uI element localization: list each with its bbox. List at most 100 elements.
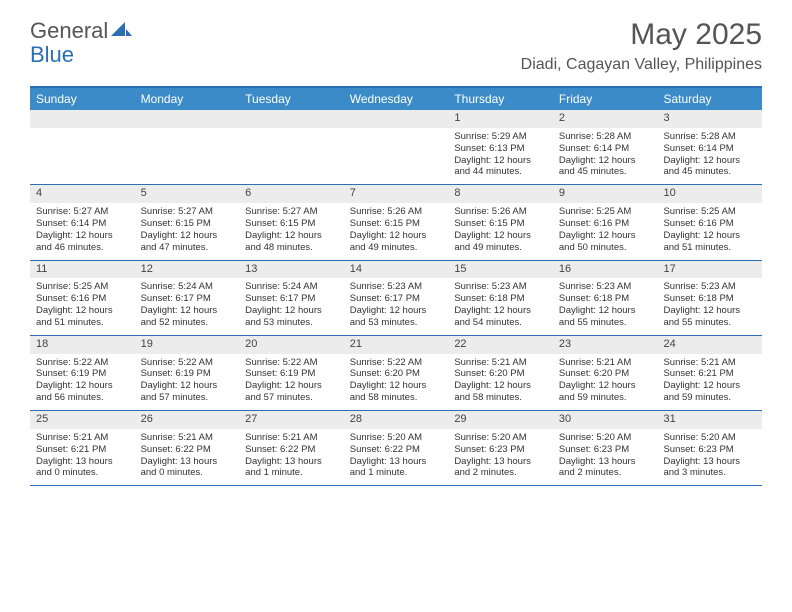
sun-info: Sunrise: 5:20 AMSunset: 6:23 PMDaylight:… xyxy=(553,429,658,486)
calendar-cell: 13Sunrise: 5:24 AMSunset: 6:17 PMDayligh… xyxy=(239,261,344,335)
sun-info-line: Sunset: 6:14 PM xyxy=(36,218,129,230)
sun-info: Sunrise: 5:20 AMSunset: 6:23 PMDaylight:… xyxy=(657,429,762,486)
calendar-cell: 15 Sunrise: 5:23 AMSunset: 6:18 PMDayligh… xyxy=(448,261,553,335)
sun-info-line: and 56 minutes. xyxy=(36,392,129,404)
sun-info: Sunrise: 5:23 AMSunset: 6:18 PMDaylight:… xyxy=(553,278,658,335)
sun-info-line: and 1 minute. xyxy=(350,467,443,479)
sun-info-line: Sunrise: 5:21 AM xyxy=(245,432,338,444)
day-number: 27 xyxy=(239,411,344,429)
sun-info-line: Sunrise: 5:23 AM xyxy=(350,281,443,293)
sun-info: Sunrise: 5:21 AMSunset: 6:21 PMDaylight:… xyxy=(657,354,762,411)
day-header-row: Sunday Monday Tuesday Wednesday Thursday… xyxy=(30,88,762,110)
day-number: 12 xyxy=(135,261,240,279)
sun-info-line: Daylight: 13 hours xyxy=(245,456,338,468)
calendar-cell: 9Sunrise: 5:25 AMSunset: 6:16 PMDaylight… xyxy=(553,185,658,259)
day-number: 9 xyxy=(553,185,658,203)
sun-info-line: Daylight: 12 hours xyxy=(350,230,443,242)
sun-info-line: and 1 minute. xyxy=(245,467,338,479)
day-number: 15 xyxy=(448,261,553,279)
week-row: 18Sunrise: 5:22 AMSunset: 6:19 PMDayligh… xyxy=(30,336,762,411)
sun-info-line: Sunset: 6:21 PM xyxy=(36,444,129,456)
sun-info-line: Sunrise: 5:21 AM xyxy=(559,357,652,369)
sun-info-line: and 58 minutes. xyxy=(454,392,547,404)
sun-info-line: Sunrise: 5:20 AM xyxy=(350,432,443,444)
day-number: 1 xyxy=(448,110,553,128)
sun-info-line: Sunrise: 5:21 AM xyxy=(663,357,756,369)
day-number: 3 xyxy=(657,110,762,128)
sun-info-line: Daylight: 12 hours xyxy=(663,380,756,392)
logo-text-general: General xyxy=(30,18,108,44)
sun-info-line: Sunset: 6:14 PM xyxy=(663,143,756,155)
day-header-wednesday: Wednesday xyxy=(344,88,449,110)
sun-info: Sunrise: 5:21 AMSunset: 6:22 PMDaylight:… xyxy=(135,429,240,486)
sun-info-line: Sunrise: 5:25 AM xyxy=(36,281,129,293)
sun-info-line: Daylight: 12 hours xyxy=(454,155,547,167)
week-row: 25Sunrise: 5:21 AMSunset: 6:21 PMDayligh… xyxy=(30,411,762,486)
calendar-cell xyxy=(239,110,344,184)
calendar-cell: 22Sunrise: 5:21 AMSunset: 6:20 PMDayligh… xyxy=(448,336,553,410)
sun-info: Sunrise: 5:24 AMSunset: 6:17 PMDaylight:… xyxy=(135,278,240,335)
sun-info-line: Sunrise: 5:22 AM xyxy=(245,357,338,369)
sun-info-line: and 47 minutes. xyxy=(141,242,234,254)
day-header-monday: Monday xyxy=(135,88,240,110)
sun-info: Sunrise: 5:25 AMSunset: 6:16 PMDaylight:… xyxy=(553,203,658,260)
sun-info: Sunrise: 5:27 AMSunset: 6:15 PMDaylight:… xyxy=(135,203,240,260)
sun-info-line: Sunset: 6:22 PM xyxy=(141,444,234,456)
sun-info-line: Daylight: 12 hours xyxy=(245,380,338,392)
sun-info-line: Sunrise: 5:23 AM xyxy=(559,281,652,293)
sun-info-line: Sunset: 6:16 PM xyxy=(663,218,756,230)
sun-info-line: Sunset: 6:22 PM xyxy=(245,444,338,456)
sun-info-line: Daylight: 12 hours xyxy=(454,230,547,242)
calendar-cell: 23Sunrise: 5:21 AMSunset: 6:20 PMDayligh… xyxy=(553,336,658,410)
sun-info-line: Daylight: 12 hours xyxy=(141,230,234,242)
sun-info: Sunrise: 5:26 AMSunset: 6:15 PMDaylight:… xyxy=(448,203,553,260)
sun-info: Sunrise: 5:23 AMSunset: 6:17 PMDaylight:… xyxy=(344,278,449,335)
day-number: 21 xyxy=(344,336,449,354)
calendar-cell: 16Sunrise: 5:23 AMSunset: 6:18 PMDayligh… xyxy=(553,261,658,335)
sun-info-line: Sunset: 6:15 PM xyxy=(350,218,443,230)
calendar-cell xyxy=(30,110,135,184)
sun-info-line: Daylight: 12 hours xyxy=(663,230,756,242)
sun-info-line: Sunrise: 5:22 AM xyxy=(141,357,234,369)
sun-info-line: and 51 minutes. xyxy=(36,317,129,329)
calendar-cell: 14Sunrise: 5:23 AMSunset: 6:17 PMDayligh… xyxy=(344,261,449,335)
sun-info-line: Daylight: 12 hours xyxy=(559,230,652,242)
sun-info-line: Sunset: 6:20 PM xyxy=(454,368,547,380)
sun-info-line: Sunrise: 5:20 AM xyxy=(663,432,756,444)
sun-info-line: Sunset: 6:17 PM xyxy=(350,293,443,305)
sun-info-line: Sunrise: 5:22 AM xyxy=(350,357,443,369)
sun-info-line: and 57 minutes. xyxy=(245,392,338,404)
sun-info: Sunrise: 5:28 AMSunset: 6:14 PMDaylight:… xyxy=(657,128,762,185)
sun-info-line: Daylight: 12 hours xyxy=(663,155,756,167)
calendar-cell: 6Sunrise: 5:27 AMSunset: 6:15 PMDaylight… xyxy=(239,185,344,259)
month-title: May 2025 xyxy=(521,18,762,52)
sun-info-line: Sunset: 6:14 PM xyxy=(559,143,652,155)
sun-info-line: and 49 minutes. xyxy=(454,242,547,254)
sun-info-line: Sunset: 6:19 PM xyxy=(245,368,338,380)
sun-info: Sunrise: 5:22 AMSunset: 6:19 PMDaylight:… xyxy=(239,354,344,411)
sun-info-line: Daylight: 13 hours xyxy=(350,456,443,468)
sun-info: Sunrise: 5:22 AMSunset: 6:20 PMDaylight:… xyxy=(344,354,449,411)
day-number: 29 xyxy=(448,411,553,429)
sun-info-line: Sunrise: 5:26 AM xyxy=(350,206,443,218)
day-number: 25 xyxy=(30,411,135,429)
sun-info-line: and 57 minutes. xyxy=(141,392,234,404)
location-text: Diadi, Cagayan Valley, Philippines xyxy=(521,56,762,74)
sun-info-line: and 0 minutes. xyxy=(36,467,129,479)
sun-info-line: Daylight: 12 hours xyxy=(559,155,652,167)
calendar: Sunday Monday Tuesday Wednesday Thursday… xyxy=(30,86,762,486)
sun-info-line: Sunrise: 5:21 AM xyxy=(36,432,129,444)
calendar-cell: 10Sunrise: 5:25 AMSunset: 6:16 PMDayligh… xyxy=(657,185,762,259)
sun-info-line: Daylight: 12 hours xyxy=(36,230,129,242)
sun-info-line: Sunset: 6:18 PM xyxy=(454,293,547,305)
sun-info-line: Sunset: 6:13 PM xyxy=(454,143,547,155)
day-number: 5 xyxy=(135,185,240,203)
sun-info-line: Daylight: 12 hours xyxy=(454,305,547,317)
sun-info-line: and 53 minutes. xyxy=(245,317,338,329)
day-number: 18 xyxy=(30,336,135,354)
sun-info-line: and 59 minutes. xyxy=(663,392,756,404)
day-number: 17 xyxy=(657,261,762,279)
day-number: 4 xyxy=(30,185,135,203)
sun-info-line: Sunrise: 5:23 AM xyxy=(454,281,547,293)
day-number: 6 xyxy=(239,185,344,203)
